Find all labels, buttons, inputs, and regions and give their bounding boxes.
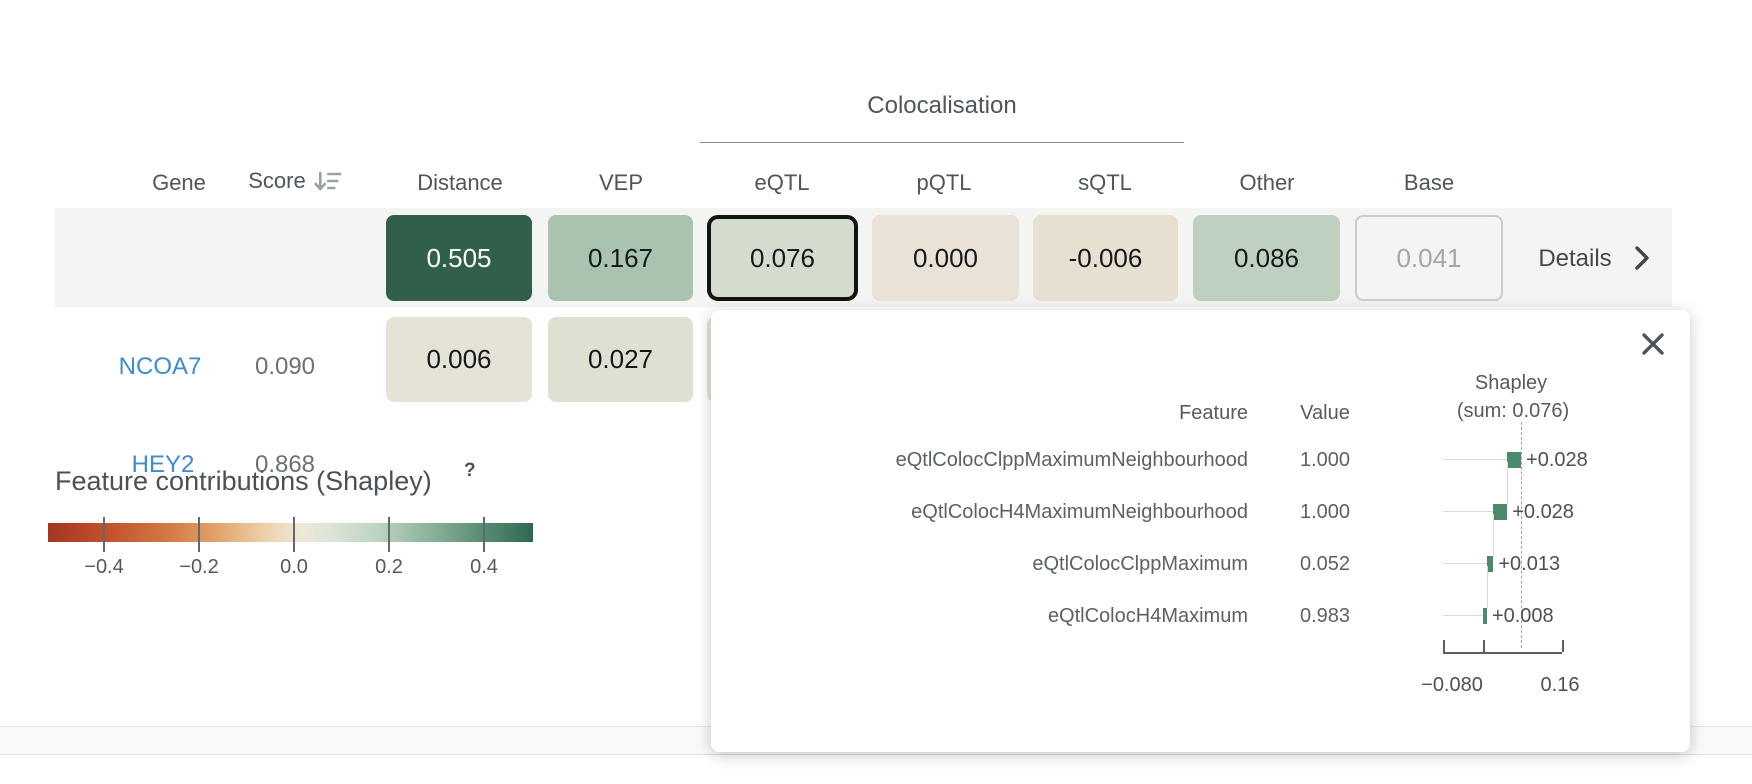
heat-cell-distance[interactable]: 0.505: [386, 215, 532, 301]
chevron-right-icon[interactable]: [1633, 244, 1651, 277]
scale-tick-label: 0.0: [280, 556, 308, 578]
feature-value: 1.000: [1299, 449, 1351, 471]
col-header-sqtl-label: sQTL: [1078, 170, 1132, 195]
close-icon[interactable]: [1640, 331, 1666, 357]
score-value: 0.090: [254, 353, 316, 380]
col-header-score[interactable]: Score: [248, 168, 342, 194]
shapley-bar: [1486, 556, 1494, 572]
shapley-popup: Feature Value Shapley (sum: 0.076) eQtlC…: [711, 310, 1690, 752]
scale-tick-label: −0.2: [179, 556, 219, 578]
shapley-bar: [1483, 608, 1487, 624]
waterfall-connector: [1493, 514, 1495, 556]
shapley-contribution-label: +0.028: [1512, 501, 1574, 523]
col-header-distance-label: Distance: [417, 170, 503, 195]
base-cell: 0.041: [1355, 215, 1503, 301]
shapley-waterfall-chart: +0.028 +0.028 +0.013 +0.008: [711, 310, 1690, 752]
details-button[interactable]: Details: [1538, 245, 1612, 272]
col-header-vep-label: VEP: [598, 170, 644, 195]
sort-descending-icon[interactable]: [313, 169, 342, 194]
scale-tick-label: 0.2: [375, 556, 403, 578]
shapley-bar: [1507, 452, 1522, 468]
waterfall-connector: [1486, 566, 1488, 608]
heat-cell-pqtl[interactable]: 0.000: [872, 215, 1019, 301]
waterfall-connector: [1507, 462, 1509, 504]
colocalisation-underline: [700, 142, 1184, 143]
feature-value: 0.052: [1299, 553, 1351, 575]
popup-value-header: Value: [1300, 402, 1350, 424]
shapley-contribution-label: +0.028: [1526, 449, 1588, 471]
score-value: 0.868: [254, 451, 316, 478]
shapley-axis-tick: [1443, 640, 1446, 652]
col-header-vep: VEP: [599, 170, 643, 196]
popup-shapley-header-line1: Shapley: [1474, 372, 1548, 394]
col-header-base: Base: [1404, 170, 1454, 196]
heat-cell-sqtl[interactable]: -0.006: [1033, 215, 1178, 301]
col-header-gene-label: Gene: [152, 170, 206, 195]
shapley-axis-tick: [1562, 640, 1565, 652]
scale-tick: [483, 517, 485, 552]
shapley-contribution-label: +0.008: [1491, 605, 1554, 627]
shapley-sum-dashed-line: [1521, 422, 1523, 648]
col-header-base-label: Base: [1403, 170, 1455, 195]
scale-tick-label: −0.4: [84, 556, 124, 578]
axis-max-label: 0.16: [1540, 674, 1580, 696]
col-header-eqtl: eQTL: [754, 170, 809, 196]
feature-name: eQtlColocClppMaximum: [1032, 553, 1248, 575]
heat-cell-vep[interactable]: 0.167: [548, 215, 693, 301]
heat-cell-other[interactable]: 0.086: [1193, 215, 1340, 301]
scale-tick: [198, 517, 200, 552]
heat-cell-vep[interactable]: 0.027: [548, 317, 693, 402]
shapley-row-guide: [1443, 563, 1487, 564]
shapley-contribution-label: +0.013: [1498, 553, 1561, 575]
legend-title: Feature contributions (Shapley): [55, 466, 432, 496]
heat-cell-distance[interactable]: 0.006: [386, 317, 532, 402]
feature-value: 1.000: [1299, 501, 1351, 523]
feature-value: 0.983: [1299, 605, 1351, 627]
col-header-score-label: Score: [248, 168, 306, 193]
axis-min-label: −0.080: [1421, 674, 1483, 696]
scale-tick: [388, 517, 390, 552]
shapley-bar: [1493, 504, 1508, 520]
shapley-row-guide: [1443, 615, 1483, 616]
heat-cell-eqtl-selected[interactable]: 0.076: [707, 215, 858, 301]
colocalisation-group-header: Colocalisation: [867, 92, 1017, 119]
feature-name: eQtlColocClppMaximumNeighbourhood: [895, 449, 1248, 471]
col-header-pqtl: pQTL: [916, 170, 971, 196]
popup-feature-header: Feature: [1179, 402, 1248, 424]
gene-link-ncoa7[interactable]: NCOA7: [118, 353, 202, 380]
feature-name: eQtlColocH4Maximum: [1047, 605, 1248, 627]
scale-tick: [293, 517, 295, 552]
col-header-eqtl-label: eQTL: [754, 170, 810, 195]
col-header-distance: Distance: [417, 170, 503, 196]
shapley-row-guide: [1443, 459, 1508, 460]
shapley-color-scale: [48, 523, 533, 542]
gene-link-hey2[interactable]: HEY2: [131, 451, 195, 478]
popup-shapley-header-line2: (sum: 0.076): [1456, 400, 1570, 422]
col-header-pqtl-label: pQTL: [916, 170, 972, 195]
col-header-sqtl: sQTL: [1078, 170, 1132, 196]
col-header-other: Other: [1239, 170, 1294, 196]
col-header-gene: Gene: [152, 170, 206, 196]
shapley-axis: [1443, 652, 1563, 654]
feature-name: eQtlColocH4MaximumNeighbourhood: [911, 501, 1248, 523]
scale-tick-label: 0.4: [470, 556, 498, 578]
shapley-row-guide: [1443, 511, 1494, 512]
legend-help-button[interactable]: ?: [464, 460, 476, 481]
col-header-other-label: Other: [1239, 170, 1295, 195]
table-row-hey2: HEY2 0.868 0.505 0.167 0.076 0.000 -0.00…: [55, 208, 1672, 478]
shapley-axis-tick: [1483, 640, 1485, 652]
scale-tick: [103, 517, 105, 552]
